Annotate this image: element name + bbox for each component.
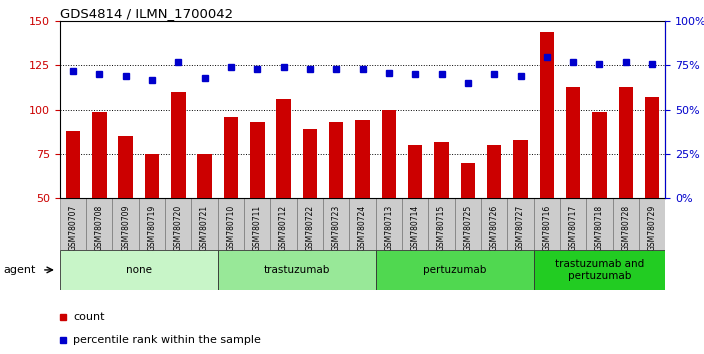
Text: none: none [126,265,152,275]
Bar [508,198,534,250]
Text: GDS4814 / ILMN_1700042: GDS4814 / ILMN_1700042 [60,7,233,20]
Bar [612,198,639,250]
Text: GSM780724: GSM780724 [358,204,367,251]
Text: pertuzumab: pertuzumab [423,265,486,275]
Bar [539,32,554,198]
Bar [145,154,159,198]
Bar [592,112,607,198]
Text: agent: agent [4,265,36,275]
Bar [534,198,560,250]
Bar [139,198,165,250]
Text: GSM780726: GSM780726 [490,204,498,251]
Bar [191,198,218,250]
Bar [92,112,106,198]
Text: GSM780715: GSM780715 [437,204,446,251]
Bar [65,131,80,198]
Bar [218,250,376,290]
Text: GSM780722: GSM780722 [306,204,315,251]
Text: GSM780707: GSM780707 [68,204,77,251]
Bar [277,99,291,198]
Bar [356,120,370,198]
Bar [250,122,265,198]
Bar [224,117,238,198]
Text: GSM780713: GSM780713 [384,204,394,251]
Bar [428,198,455,250]
Text: trastuzumab: trastuzumab [263,265,330,275]
Text: trastuzumab and
pertuzumab: trastuzumab and pertuzumab [555,259,644,281]
Text: count: count [73,312,105,322]
Text: GSM780714: GSM780714 [410,204,420,251]
Text: GSM780719: GSM780719 [147,204,156,251]
Bar [586,198,612,250]
Text: GSM780710: GSM780710 [227,204,235,251]
Text: percentile rank within the sample: percentile rank within the sample [73,335,261,346]
Bar [118,136,133,198]
Bar [455,198,481,250]
Text: GSM780727: GSM780727 [516,204,525,251]
Bar [460,163,475,198]
Bar [481,198,508,250]
Bar [218,198,244,250]
Bar [560,198,586,250]
Text: GSM780723: GSM780723 [332,204,341,251]
Bar [434,142,448,198]
Bar [382,110,396,198]
Text: GSM780716: GSM780716 [542,204,551,251]
Bar [329,122,344,198]
Bar [60,250,218,290]
Bar [270,198,297,250]
Bar [487,145,501,198]
Bar [639,198,665,250]
Bar [86,198,113,250]
Bar [376,198,402,250]
Bar [376,250,534,290]
Bar [60,198,86,250]
Bar [408,145,422,198]
Text: GSM780725: GSM780725 [463,204,472,251]
Text: GSM780708: GSM780708 [95,204,103,251]
Bar [303,129,317,198]
Text: GSM780728: GSM780728 [622,204,630,251]
Text: GSM780717: GSM780717 [569,204,578,251]
Text: GSM780718: GSM780718 [595,204,604,251]
Bar [645,97,660,198]
Text: GSM780709: GSM780709 [121,204,130,251]
Text: GSM780729: GSM780729 [648,204,657,251]
Bar [171,92,186,198]
Bar [402,198,428,250]
Text: GSM780720: GSM780720 [174,204,183,251]
Bar [244,198,270,250]
Bar [113,198,139,250]
Bar [349,198,376,250]
Bar [513,140,528,198]
Bar [197,154,212,198]
Text: GSM780721: GSM780721 [200,204,209,251]
Bar [323,198,349,250]
Bar [165,198,191,250]
Text: GSM780711: GSM780711 [253,204,262,251]
Text: GSM780712: GSM780712 [279,204,288,251]
Bar [534,250,665,290]
Bar [619,87,633,198]
Bar [566,87,580,198]
Bar [297,198,323,250]
